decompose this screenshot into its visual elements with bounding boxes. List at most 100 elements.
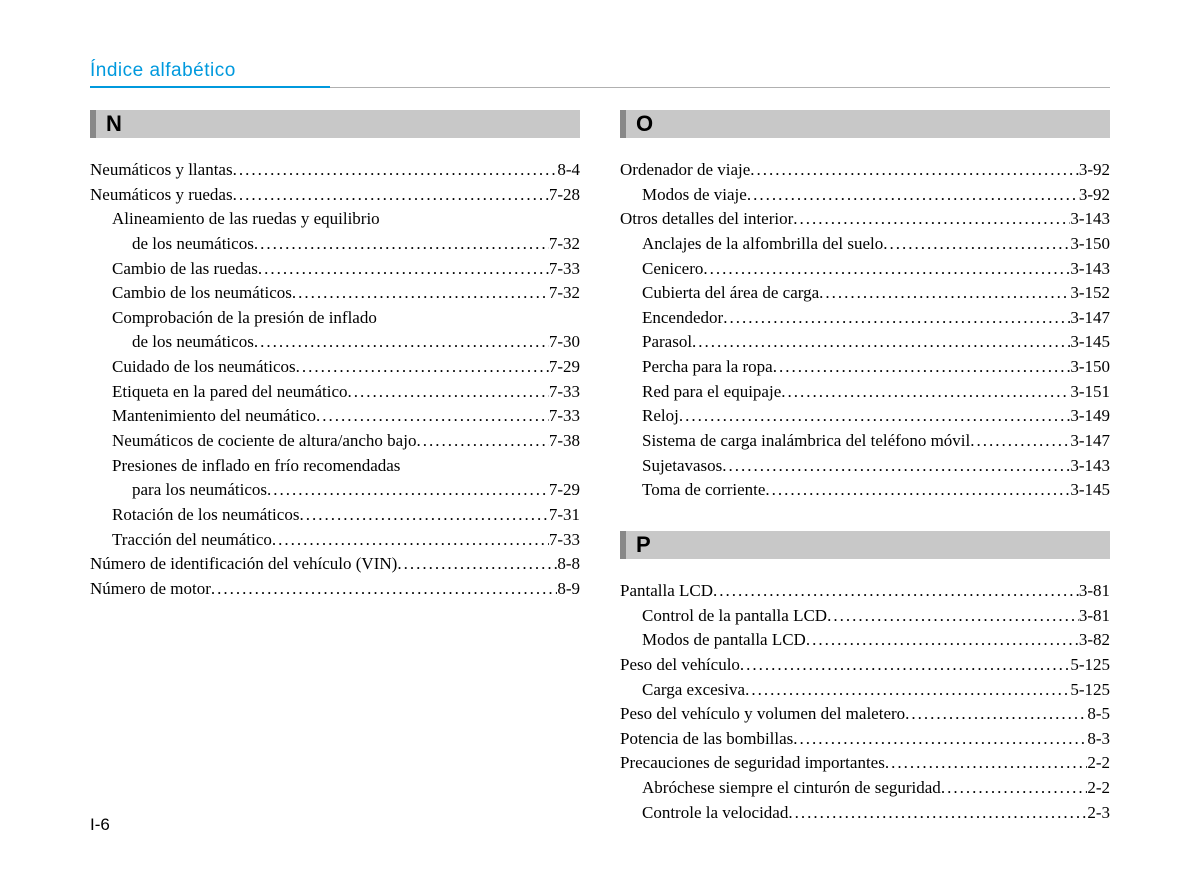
index-entry: Sistema de carga inalámbrica del teléfon… <box>620 429 1110 454</box>
index-entry-page: 5-125 <box>1070 653 1110 678</box>
right-column: O Ordenador de viaje3-92Modos de viaje3-… <box>620 110 1110 825</box>
index-entry-label: Controle la velocidad <box>642 801 788 826</box>
index-entry-page: 3-147 <box>1070 429 1110 454</box>
index-entry: Potencia de las bombillas8-3 <box>620 727 1110 752</box>
index-entry-label: Neumáticos de cociente de altura/ancho b… <box>112 429 416 454</box>
index-entry-leader <box>806 628 1079 653</box>
index-entry: Parasol 3-145 <box>620 330 1110 355</box>
index-entry-page: 7-28 <box>549 183 580 208</box>
index-entry-leader <box>713 579 1079 604</box>
section-letter-p: P <box>620 531 1110 559</box>
index-entry-leader <box>793 207 1070 232</box>
index-entry: Anclajes de la alfombrilla del suelo 3-15… <box>620 232 1110 257</box>
index-entry-label: Anclajes de la alfombrilla del suelo <box>642 232 883 257</box>
index-entry: Número de identificación del vehículo (V… <box>90 552 580 577</box>
index-entry: Ordenador de viaje 3-92 <box>620 158 1110 183</box>
index-entry: Presiones de inflado en frío recomendada… <box>90 454 580 479</box>
index-entry-leader <box>819 281 1070 306</box>
index-entry: Cuidado de los neumáticos7-29 <box>90 355 580 380</box>
index-entry-label: Alineamiento de las ruedas y equilibrio <box>112 207 380 232</box>
index-entry: Peso del vehículo y volumen del maletero… <box>620 702 1110 727</box>
index-entry-leader <box>827 604 1079 629</box>
index-entry: Neumáticos de cociente de altura/ancho b… <box>90 429 580 454</box>
page-number: I-6 <box>90 815 110 835</box>
index-entry-page: 7-33 <box>549 404 580 429</box>
index-entry-leader <box>233 158 558 183</box>
index-entry-page: 3-82 <box>1079 628 1110 653</box>
index-entry-label: Rotación de los neumáticos <box>112 503 299 528</box>
index-entry-page: 3-150 <box>1070 355 1110 380</box>
index-entry-page: 7-33 <box>549 257 580 282</box>
index-entry-leader <box>316 404 549 429</box>
index-entry-label: Peso del vehículo y volumen del maletero <box>620 702 905 727</box>
index-entry: de los neumáticos7-30 <box>90 330 580 355</box>
section-letter-o: O <box>620 110 1110 138</box>
index-entry-leader <box>692 330 1070 355</box>
index-entry-page: 3-145 <box>1070 330 1110 355</box>
index-entry-leader <box>747 183 1079 208</box>
index-entry: de los neumáticos7-32 <box>90 232 580 257</box>
index-entry: Tracción del neumático7-33 <box>90 528 580 553</box>
index-entry-leader <box>254 232 549 257</box>
index-entry-label: Comprobación de la presión de inflado <box>112 306 377 331</box>
index-entry-label: Otros detalles del interior <box>620 207 793 232</box>
index-entry-page: 2-2 <box>1087 751 1110 776</box>
index-entry-page: 3-149 <box>1070 404 1110 429</box>
index-entry-page: 3-92 <box>1079 158 1110 183</box>
index-entry-page: 2-3 <box>1087 801 1110 826</box>
index-entry-leader <box>254 330 549 355</box>
index-entry-page: 3-143 <box>1070 207 1110 232</box>
index-entry: Encendedor3-147 <box>620 306 1110 331</box>
index-entry: para los neumáticos7-29 <box>90 478 580 503</box>
index-entry-page: 3-143 <box>1070 257 1110 282</box>
index-columns: N Neumáticos y llantas8-4Neumáticos y ru… <box>90 110 1110 825</box>
index-entry-label: Parasol <box>642 330 692 355</box>
index-entry-label: Cenicero <box>642 257 703 282</box>
index-entry-label: Encendedor <box>642 306 723 331</box>
index-entry: Cambio de las ruedas 7-33 <box>90 257 580 282</box>
index-entry-label: Toma de corriente <box>642 478 765 503</box>
index-entry-label: Número de identificación del vehículo (V… <box>90 552 397 577</box>
section-o-entries: Ordenador de viaje3-92Modos de viaje3-92… <box>620 158 1110 503</box>
index-entry-label: Sujetavasos <box>642 454 722 479</box>
index-entry-label: Abróchese siempre el cinturón de segurid… <box>642 776 941 801</box>
index-entry-label: para los neumáticos <box>132 478 267 503</box>
index-entry-leader <box>258 257 549 282</box>
index-entry: Alineamiento de las ruedas y equilibrio <box>90 207 580 232</box>
index-entry-leader <box>905 702 1087 727</box>
index-entry-page: 3-92 <box>1079 183 1110 208</box>
index-entry-leader <box>299 503 548 528</box>
index-entry-page: 3-151 <box>1070 380 1110 405</box>
index-entry-leader <box>703 257 1070 282</box>
index-entry: Control de la pantalla LCD3-81 <box>620 604 1110 629</box>
index-entry-label: Cambio de los neumáticos <box>112 281 292 306</box>
index-entry-label: Ordenador de viaje <box>620 158 750 183</box>
index-entry: Reloj3-149 <box>620 404 1110 429</box>
index-entry-leader <box>722 454 1070 479</box>
index-entry-label: Cubierta del área de carga <box>642 281 819 306</box>
index-entry-page: 3-145 <box>1070 478 1110 503</box>
index-entry: Sujetavasos 3-143 <box>620 454 1110 479</box>
index-entry-page: 7-32 <box>549 281 580 306</box>
index-entry-leader <box>788 801 1087 826</box>
index-entry-leader <box>211 577 557 602</box>
index-entry-page: 7-38 <box>549 429 580 454</box>
index-entry-label: Mantenimiento del neumático <box>112 404 316 429</box>
index-entry-page: 8-3 <box>1087 727 1110 752</box>
index-entry-label: Cuidado de los neumáticos <box>112 355 296 380</box>
index-entry: Red para el equipaje 3-151 <box>620 380 1110 405</box>
page-header: Índice alfabético <box>90 60 1110 82</box>
index-entry-label: Cambio de las ruedas <box>112 257 258 282</box>
section-letter-n: N <box>90 110 580 138</box>
index-entry-page: 3-143 <box>1070 454 1110 479</box>
index-entry: Pantalla LCD3-81 <box>620 579 1110 604</box>
section-p-entries: Pantalla LCD3-81Control de la pantalla L… <box>620 579 1110 825</box>
index-entry-label: Peso del vehículo <box>620 653 740 678</box>
index-entry-page: 8-8 <box>557 552 580 577</box>
index-entry-label: Pantalla LCD <box>620 579 713 604</box>
index-entry-page: 3-150 <box>1070 232 1110 257</box>
index-entry-label: Red para el equipaje <box>642 380 781 405</box>
index-entry-leader <box>793 727 1087 752</box>
index-entry-label: de los neumáticos <box>132 330 254 355</box>
index-entry-page: 3-152 <box>1070 281 1110 306</box>
